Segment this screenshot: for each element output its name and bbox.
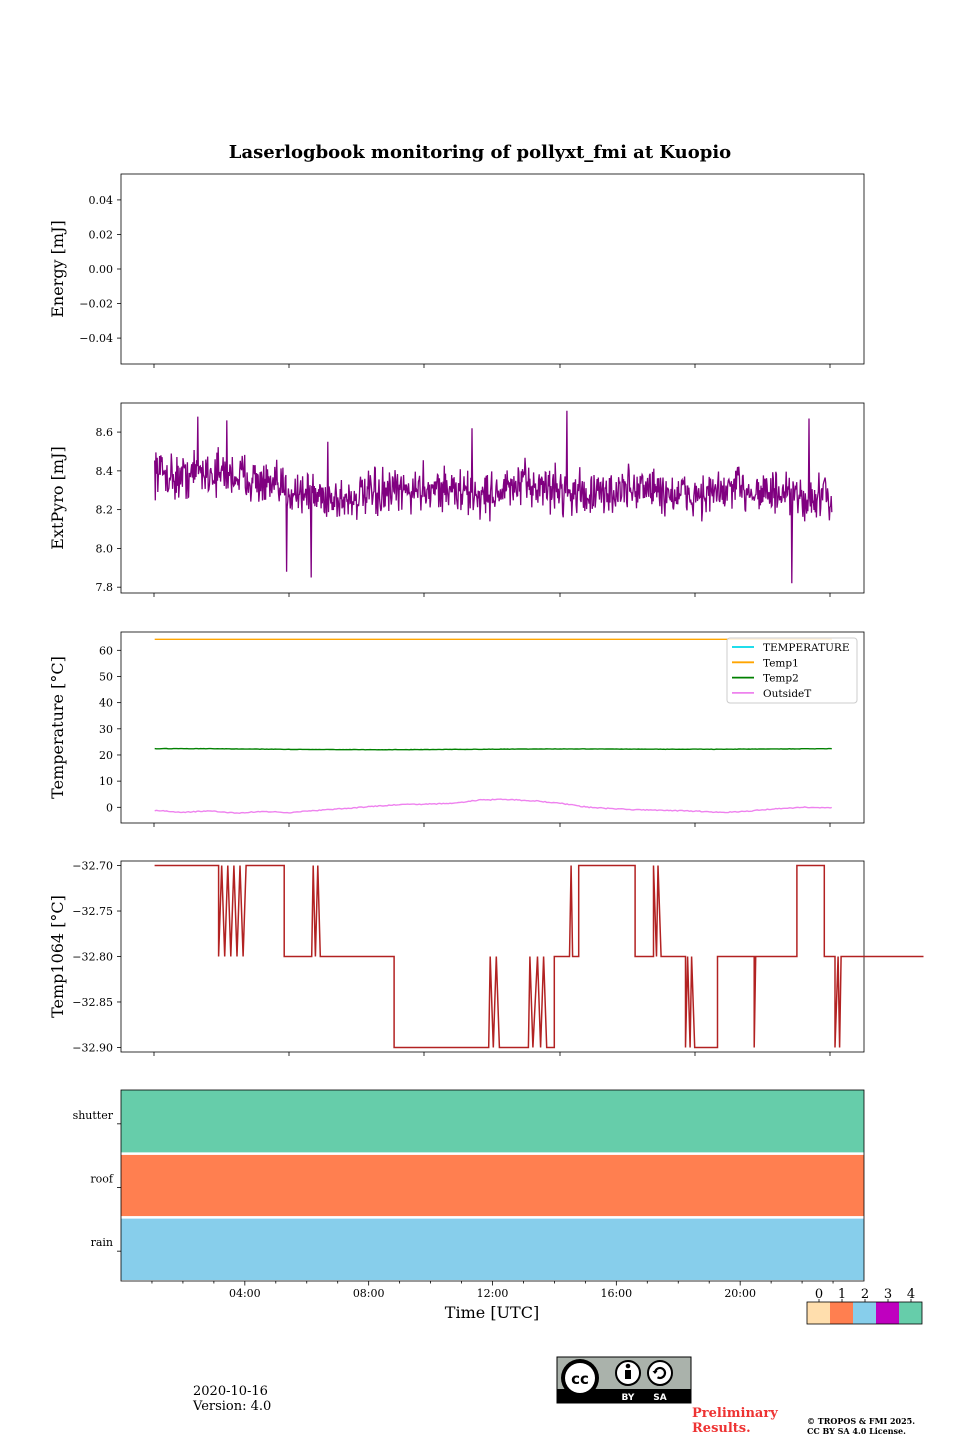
status-row-rain xyxy=(121,1218,864,1280)
extpyro-series-line xyxy=(154,410,833,584)
date-version-block: 2020-10-16 Version: 4.0 xyxy=(193,1384,271,1414)
version-label: Version: 4.0 xyxy=(193,1399,272,1414)
colorbar-cell-1 xyxy=(830,1302,853,1324)
status-panel: shutter roof rain 04:00 08:00 12:00 16:00 20:00 xyxy=(73,1089,865,1300)
share-alike-icon xyxy=(647,1360,673,1386)
temp1064-ytick-label: −32.90 xyxy=(72,1041,113,1054)
status-xtick-label: 16:00 xyxy=(600,1287,632,1300)
copyright-line-2: CC BY SA 4.0 License. xyxy=(807,1426,906,1436)
status-xtick-label: 04:00 xyxy=(229,1287,261,1300)
temperature-ylabel: Temperature [°C] xyxy=(48,656,67,799)
extpyro-ytick-label: 8.2 xyxy=(96,504,114,517)
colorbar-cell-3 xyxy=(876,1302,899,1324)
energy-ytick-label: −0.02 xyxy=(79,298,113,311)
legend-label-temp1: Temp1 xyxy=(763,657,799,669)
colorbar-cell-2 xyxy=(853,1302,876,1324)
legend-box xyxy=(726,637,858,704)
legend-label-temperature: TEMPERATURE xyxy=(763,642,850,654)
temp1064-ytick-label: −32.85 xyxy=(72,996,113,1009)
license-by-label: BY xyxy=(622,1393,635,1403)
status-label-rain: rain xyxy=(91,1236,113,1249)
colorbar-frame xyxy=(806,1301,923,1325)
extpyro-panel: 7.8 8.0 8.2 8.4 8.6 ExtPyro [mJ] xyxy=(48,402,865,597)
status-row-shutter xyxy=(121,1090,864,1153)
status-label-shutter: shutter xyxy=(73,1109,114,1122)
temperature-ytick-label: 0 xyxy=(106,801,113,814)
figure-title: Laserlogbook monitoring of pollyxt_fmi a… xyxy=(229,142,731,163)
legend-label-temp2: Temp2 xyxy=(763,673,799,685)
x-axis-label: Time [UTC] xyxy=(445,1303,539,1322)
energy-axes-frame xyxy=(120,173,865,365)
colorbar-tick-label: 2 xyxy=(861,1287,869,1302)
energy-ytick-label: 0.02 xyxy=(89,228,114,241)
temperature-ytick-label: 50 xyxy=(99,670,113,683)
cc-license-badge: cc BY SA xyxy=(556,1356,692,1404)
energy-ylabel: Energy [mJ] xyxy=(48,220,67,318)
colorbar-tick-label: 0 xyxy=(815,1287,823,1302)
energy-ytick-label: 0.04 xyxy=(89,194,114,207)
copyright-notice: © TROPOS & FMI 2025. CC BY SA 4.0 Licens… xyxy=(807,1416,915,1436)
temperature-ytick-label: 40 xyxy=(99,697,113,710)
temp1064-series-line xyxy=(154,864,924,1049)
colorbar-tick-label: 1 xyxy=(838,1287,846,1302)
status-xtick-label: 08:00 xyxy=(353,1287,385,1300)
colorbar-cell-0 xyxy=(807,1302,830,1324)
colorbar-tick-label: 3 xyxy=(884,1287,892,1302)
temp1064-panel: −32.90 −32.85 −32.80 −32.75 −32.70 Temp1064 [… xyxy=(48,860,924,1056)
temperature-panel: 0 10 20 30 40 50 60 Temperature [°C] TEMPERATURE… xyxy=(48,631,865,827)
preliminary-line-2: Results. xyxy=(692,1421,751,1436)
temp1064-ytick-label: −32.75 xyxy=(72,905,113,918)
status-label-roof: roof xyxy=(90,1173,114,1186)
svg-text:cc: cc xyxy=(571,1370,589,1388)
energy-panel: −0.04 −0.02 0.00 0.02 0.04 Energy [mJ] xyxy=(48,173,865,368)
date-label: 2020-10-16 xyxy=(193,1384,268,1399)
license-sa-label: SA xyxy=(653,1393,666,1403)
temperature-axes-frame xyxy=(120,631,865,824)
extpyro-ylabel: ExtPyro [mJ] xyxy=(48,446,67,549)
extpyro-ytick-label: 8.0 xyxy=(96,542,114,555)
energy-ytick-label: −0.04 xyxy=(79,332,113,345)
copyright-line-1: © TROPOS & FMI 2025. xyxy=(807,1416,916,1426)
temperature-ytick-label: 60 xyxy=(99,644,113,657)
temperature-legend: TEMPERATURE Temp1 Temp2 OutsideT xyxy=(726,637,858,704)
status-xtick-label: 20:00 xyxy=(724,1287,756,1300)
extpyro-ytick-label: 8.4 xyxy=(96,465,114,478)
preliminary-notice: Preliminary Results. xyxy=(692,1406,778,1436)
temperature-ytick-label: 10 xyxy=(99,775,113,788)
colorbar-tick-label: 4 xyxy=(907,1287,915,1302)
extpyro-ytick-label: 8.6 xyxy=(96,426,114,439)
temperature-ytick-label: 30 xyxy=(99,723,113,736)
energy-ytick-label: 0.00 xyxy=(89,263,114,276)
temperature-series-temp2 xyxy=(154,747,832,751)
extpyro-ytick-label: 7.8 xyxy=(96,581,114,594)
temperature-ytick-label: 20 xyxy=(99,749,113,762)
status-xtick-label: 12:00 xyxy=(477,1287,509,1300)
extpyro-axes-frame xyxy=(120,402,865,594)
temp1064-ytick-label: −32.80 xyxy=(72,951,113,964)
temp1064-ylabel: Temp1064 [°C] xyxy=(48,895,67,1018)
temperature-series-outsidet xyxy=(154,798,832,815)
temp1064-ytick-label: −32.70 xyxy=(72,860,113,873)
status-row-roof xyxy=(121,1154,864,1217)
legend-label-outsidet: OutsideT xyxy=(763,688,811,700)
colorbar-cell-4 xyxy=(899,1302,922,1324)
preliminary-line-1: Preliminary xyxy=(692,1406,778,1421)
